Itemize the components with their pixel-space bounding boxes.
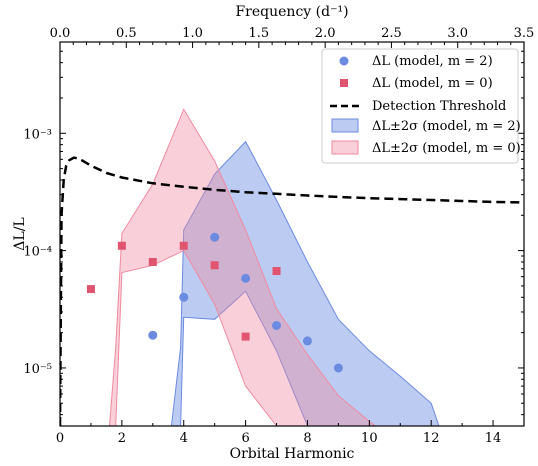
x-tick-label-14: 14	[485, 431, 502, 446]
y-axis-label: ΔL/L	[12, 217, 28, 250]
point-m0-h7	[272, 267, 281, 276]
legend-marker-band-m2	[331, 118, 359, 133]
x-tick-label-6: 6	[241, 431, 249, 446]
data-points	[86, 232, 343, 373]
point-m2-h7	[272, 321, 282, 331]
y-tick-label-2: 10⁻³	[23, 127, 52, 142]
point-m2-h6	[241, 273, 251, 283]
top-tick-label-7: 3.5	[514, 26, 535, 41]
legend-marker-band-m0	[331, 140, 359, 155]
x-tick-label-8: 8	[303, 431, 311, 446]
top-tick-label-5: 2.5	[381, 26, 402, 41]
y-tick-label-1: 10⁻⁴	[23, 245, 52, 260]
legend-label-band-m0: ΔL±2σ (model, m = 0)	[372, 141, 521, 156]
point-m0-h1	[86, 285, 95, 294]
legend-label-threshold: Detection Threshold	[372, 99, 506, 114]
legend-marker-m2	[339, 56, 349, 66]
point-m2-h4	[179, 292, 189, 302]
y-tick-label-0: 10⁻⁵	[23, 362, 52, 377]
detection-threshold-line	[60, 156, 524, 426]
point-m2-h9	[333, 363, 343, 373]
point-m0-h6	[241, 332, 250, 341]
legend-label-m2: ΔL (model, m = 2)	[372, 54, 493, 69]
x-axis-label: Orbital Harmonic	[230, 446, 355, 462]
legend-marker-m0	[340, 79, 348, 87]
point-m0-h3	[148, 257, 157, 266]
top-tick-label-4: 2.0	[315, 26, 336, 41]
legend-label-m0: ΔL (model, m = 0)	[372, 76, 493, 91]
x-tick-label-2: 2	[118, 431, 126, 446]
point-m2-h3	[148, 330, 158, 340]
x-tick-label-12: 12	[423, 431, 440, 446]
point-m0-h2	[117, 241, 126, 250]
legend-box	[321, 48, 519, 164]
confidence-bands	[108, 108, 440, 426]
point-m2-h8	[302, 336, 312, 346]
point-m0-h4	[179, 241, 188, 250]
point-m0-h5	[210, 261, 219, 270]
band-series-4	[108, 108, 377, 426]
x-tick-label-10: 10	[361, 431, 378, 446]
threshold-line-layer	[60, 156, 524, 426]
x-tick-label-4: 4	[180, 431, 188, 446]
point-m2-h5	[210, 232, 220, 242]
x-tick-label-0: 0	[56, 431, 64, 446]
plot-frame	[59, 41, 525, 427]
legend: ΔL (model, m = 2) ΔL (model, m = 0) Dete…	[321, 48, 521, 164]
top-tick-label-1: 0.5	[116, 26, 137, 41]
top-tick-label-3: 1.5	[249, 26, 270, 41]
top-tick-label-2: 1.0	[182, 26, 203, 41]
axis-ticks: 0 2 4 6 8 10 12 14 0.0 0.5 1.0 1.5 2.0 2.5 3.0 3.5 10⁻⁵ 1…	[23, 26, 534, 446]
top-tick-label-6: 3.0	[447, 26, 468, 41]
legend-label-band-m2: ΔL±2σ (model, m = 2)	[372, 119, 521, 134]
top-tick-label-0: 0.0	[50, 26, 71, 41]
top-x-axis-label: Frequency (d⁻¹)	[235, 4, 348, 20]
